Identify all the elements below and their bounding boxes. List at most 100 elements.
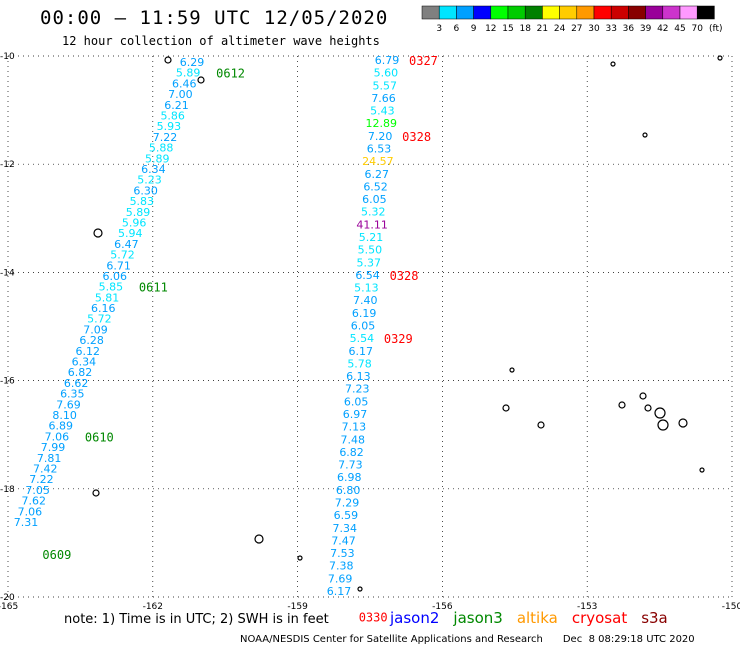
wave-height-value: 5.81 — [95, 291, 120, 304]
wave-height-value: 6.16 — [91, 302, 116, 315]
wave-height-value: 7.05 — [25, 484, 50, 497]
wave-height-value: 6.82 — [68, 366, 93, 379]
credit-text: NOAA/NESDIS Center for Satellite Applica… — [240, 634, 543, 645]
legend-swatch — [507, 5, 526, 20]
wave-height-value: 6.29 — [180, 56, 205, 69]
island-outline — [502, 404, 510, 412]
wave-height-value: 6.13 — [346, 370, 371, 383]
legend-label: 15 — [502, 24, 513, 34]
legend-swatch — [593, 5, 612, 20]
legend-label: 27 — [571, 24, 582, 34]
wave-height-value: 7.47 — [331, 534, 356, 547]
legend-label: 21 — [537, 24, 548, 34]
wave-height-value: 6.34 — [72, 356, 97, 369]
wave-height-value: 8.10 — [52, 409, 77, 422]
wave-height-value: 7.29 — [335, 497, 360, 510]
wave-height-value: 5.57 — [372, 79, 397, 92]
lat-tick-label: -16 — [0, 377, 15, 387]
island-outline — [610, 61, 616, 67]
color-legend: 3 6 9 12 15 18 21 24 27 30 33 36 39 42 45 70 (ft) — [421, 5, 723, 34]
legend-swatch — [679, 5, 698, 20]
wave-height-value: 5.78 — [347, 357, 372, 370]
legend-swatch — [490, 5, 509, 20]
wave-height-value: 7.23 — [345, 383, 370, 396]
legend-label: 30 — [588, 24, 600, 34]
wave-height-value: 5.13 — [354, 282, 379, 295]
wave-height-value: 6.17 — [327, 585, 352, 598]
wave-height-value: 6.54 — [355, 269, 380, 282]
wave-height-value: 7.53 — [330, 547, 355, 560]
island-outline — [93, 228, 103, 238]
satellite-label-jason2: jason2 — [390, 609, 440, 627]
satellite-label-altika: altika — [516, 609, 558, 627]
map-title: 00:00 – 11:59 UTC 12/05/2020 — [40, 7, 389, 29]
wave-height-value: 5.72 — [87, 313, 112, 326]
island-outline — [639, 392, 647, 400]
legend-swatch — [628, 5, 646, 20]
legend-swatch — [610, 5, 629, 20]
wave-height-value: 6.71 — [106, 259, 131, 272]
wave-height-value: 6.35 — [60, 388, 85, 401]
wave-height-value: 6.05 — [362, 193, 387, 206]
legend-label: 3 — [436, 24, 442, 34]
wave-height-value: 7.40 — [353, 294, 378, 307]
lat-tick-label: -14 — [0, 268, 15, 278]
wave-height-value: 5.23 — [137, 174, 162, 187]
legend-swatch — [473, 5, 492, 20]
pass-time-label: 0610 — [85, 430, 114, 444]
footer-note: note: 1) Time is in UTC; 2) SWH is in fe… — [64, 612, 329, 627]
lon-tick-label: -159 — [287, 602, 308, 612]
credit-timestamp: Dec 8 08:29:18 UTC 2020 — [562, 634, 695, 645]
wave-height-value: 6.06 — [103, 270, 128, 283]
axis-ticks: -165 -162 -159 -156 -153 -150 -10 -12 -14 -16 -18 -… — [0, 52, 740, 612]
wave-height-value: 6.47 — [114, 238, 139, 251]
wave-height-value: 6.46 — [172, 77, 197, 90]
satellite-label-s3a: s3a — [641, 609, 668, 627]
wave-height-value: 6.97 — [343, 408, 368, 421]
pass-time-label: 0327 — [409, 54, 438, 68]
wave-height-value: 7.34 — [332, 522, 357, 535]
satellite-label-jason3: jason3 — [453, 609, 503, 627]
lon-tick-label: -150 — [722, 602, 740, 612]
legend-label: 39 — [640, 24, 652, 34]
wave-height-value: 7.06 — [45, 430, 70, 443]
legend-unit: (ft) — [709, 24, 723, 34]
legend-swatch — [524, 5, 543, 20]
wave-height-value: 7.06 — [18, 505, 43, 518]
wave-height-value: 41.11 — [356, 218, 388, 231]
legend-label: 33 — [605, 24, 616, 34]
wave-height-value: 6.53 — [367, 143, 392, 156]
pass-time-label: 0612 — [216, 67, 245, 81]
wave-height-value: 7.09 — [83, 323, 108, 336]
wave-height-value: 5.88 — [149, 142, 174, 155]
legend-swatch — [576, 5, 595, 20]
wave-height-value: 6.05 — [351, 320, 376, 333]
island-outline — [92, 489, 100, 497]
wave-height-value: 7.22 — [29, 473, 54, 486]
pass-time-label: 0330 — [359, 610, 388, 624]
satellite-legend: jason2 jason3 altika cryosat s3a — [390, 609, 682, 627]
wave-height-value: 6.05 — [344, 395, 369, 408]
wave-height-value: 12.89 — [366, 117, 398, 130]
legend-swatch — [421, 5, 440, 20]
legend-swatch — [662, 5, 681, 20]
credit-line: NOAA/NESDIS Center for Satellite Applica… — [240, 634, 695, 645]
island-outline — [357, 586, 363, 592]
wave-height-value: 5.85 — [99, 281, 124, 294]
legend-label: 42 — [657, 24, 668, 34]
wave-height-value: 5.89 — [126, 206, 151, 219]
wave-height-value: 7.69 — [328, 572, 353, 585]
island-outline — [642, 132, 648, 138]
island-outline — [537, 421, 545, 429]
island-outline — [164, 56, 172, 64]
wave-height-value: 7.38 — [329, 560, 354, 573]
legend-swatch — [696, 5, 715, 20]
island-outline — [654, 407, 666, 419]
legend-swatch — [542, 5, 560, 20]
island-outline — [717, 55, 723, 61]
island-outline — [657, 419, 669, 431]
wave-height-value: 7.00 — [168, 88, 193, 101]
lat-tick-label: -18 — [0, 485, 15, 495]
wave-height-value: 7.99 — [41, 441, 66, 454]
legend-label: 9 — [471, 24, 477, 34]
